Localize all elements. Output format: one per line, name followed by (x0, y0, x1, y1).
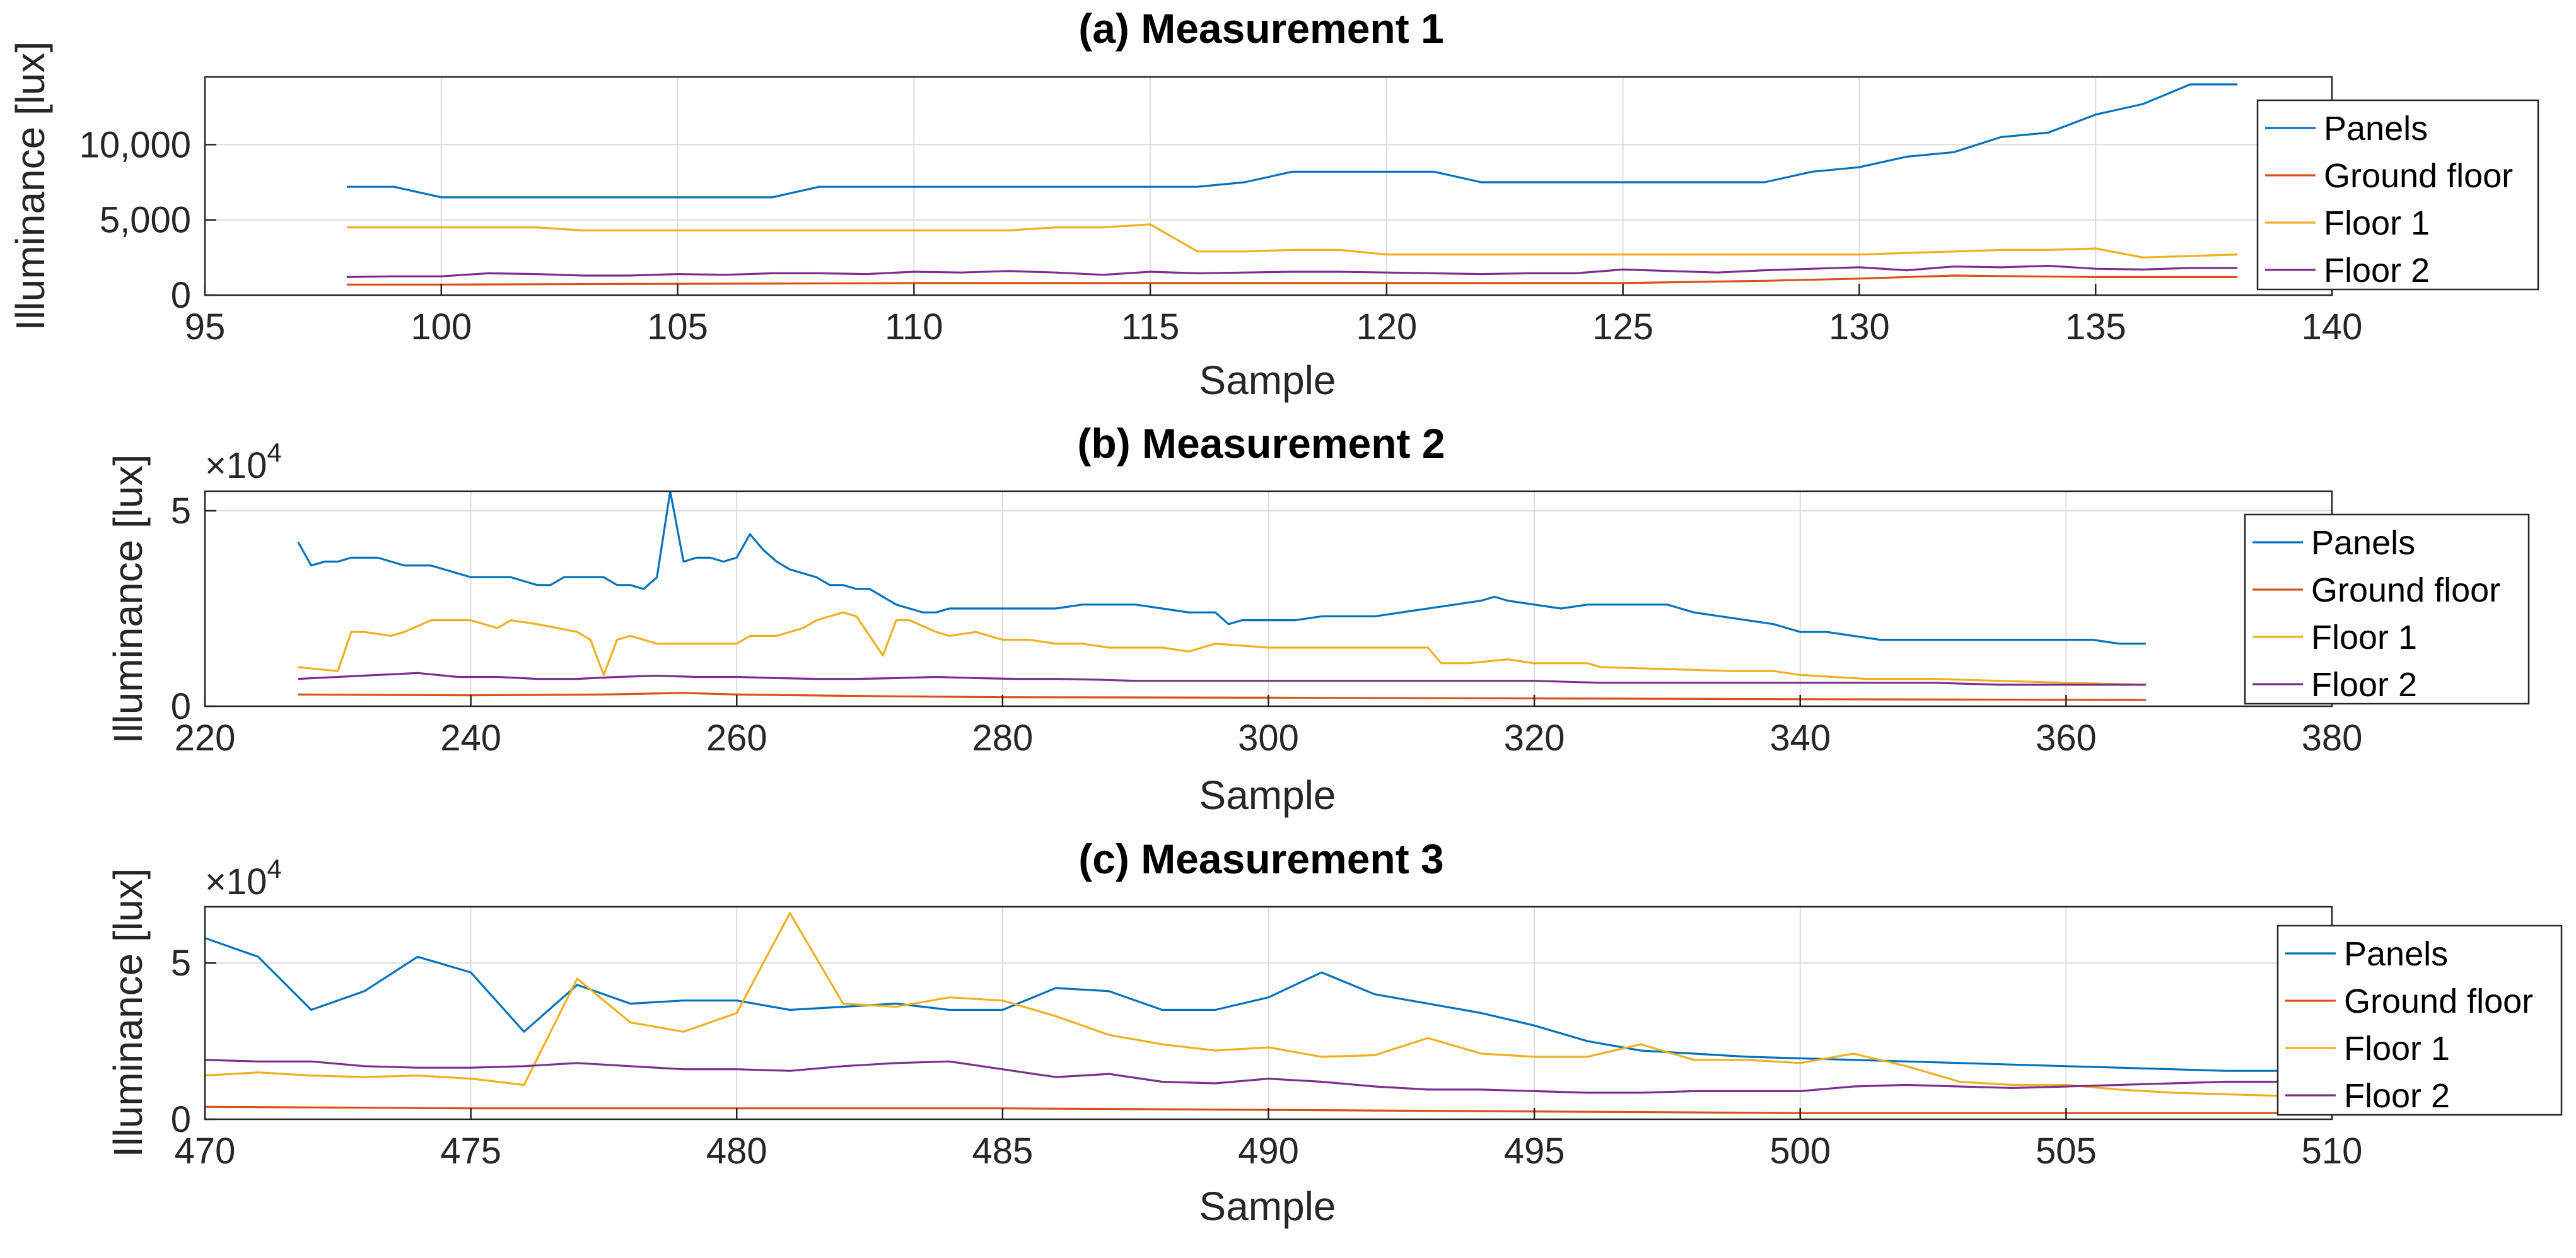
x-tick-label: 485 (972, 1131, 1033, 1172)
series-line-ground-floor (298, 692, 2146, 701)
legend-box (2256, 99, 2539, 291)
plot-frame (204, 76, 2333, 296)
legend-box (2276, 924, 2563, 1116)
chart-panel-3: 470 475 480 485 490 495 500 505 510 0 5 (c) Measure… (105, 836, 2563, 1229)
y-tick-label: 5 (171, 491, 191, 532)
series-line-ground-floor (346, 274, 2238, 286)
series-line-panels (297, 491, 2146, 645)
x-tick-label: 280 (972, 718, 1033, 759)
x-tick-label: 490 (1238, 1131, 1299, 1172)
legend-label: Panels (2311, 524, 2415, 562)
y-tick-label: 5,000 (100, 200, 191, 241)
legend-label: Panels (2324, 110, 2428, 148)
x-tick-label: 105 (647, 306, 708, 347)
x-tick-label: 510 (2302, 1131, 2363, 1172)
x-tick-label: 320 (1504, 718, 1565, 759)
x-tick-label: 220 (175, 718, 236, 759)
y-tick-label: 5 (171, 943, 191, 984)
series-line-panels (205, 937, 2332, 1072)
x-tick-label: 95 (185, 306, 226, 347)
legend: Panels Ground floor Floor 1 Floor 2 (2276, 924, 2563, 1116)
y-axis-multiplier: ×104 (205, 854, 282, 902)
x-tick-label: 110 (885, 306, 943, 347)
x-tick-label: 135 (2065, 306, 2126, 347)
x-tick-label: 125 (1592, 306, 1653, 347)
chart-title: (c) Measurement 3 (1078, 836, 1444, 882)
chart-panel-1: 95 100 105 110 115 120 125 130 135 140 0 5,000 10,00… (8, 5, 2539, 403)
chart-title: (a) Measurement 1 (1078, 5, 1444, 52)
series-group (297, 491, 2146, 701)
chart-title: (b) Measurement 2 (1077, 420, 1445, 467)
legend: Panels Ground floor Floor 1 Floor 2 (2244, 513, 2530, 705)
series-line-panels (346, 83, 2238, 199)
x-tick-label: 475 (440, 1131, 501, 1172)
y-tick-label: 0 (171, 275, 191, 316)
multiplier-base: ×10 (205, 445, 267, 486)
legend-box (2244, 513, 2530, 705)
y-axis-multiplier: ×104 (205, 438, 282, 486)
x-tick-label: 495 (1504, 1131, 1565, 1172)
legend-label: Floor 1 (2324, 204, 2430, 242)
legend: Panels Ground floor Floor 1 Floor 2 (2256, 99, 2539, 291)
legend-label: Ground floor (2311, 571, 2500, 609)
x-tick-label: 340 (1769, 718, 1831, 759)
x-tick-label: 380 (2302, 718, 2363, 759)
x-tick-label: 360 (2036, 718, 2097, 759)
x-tick-label: 130 (1829, 306, 1890, 347)
y-tick-label: 0 (171, 1099, 191, 1140)
x-tick-label: 480 (706, 1131, 767, 1172)
legend-label: Floor 1 (2311, 619, 2417, 656)
x-tick-label: 115 (1121, 306, 1179, 347)
y-axis-label: Illuminance [lux] (105, 455, 151, 744)
multiplier-base: ×10 (205, 861, 267, 902)
multiplier-exponent: 4 (267, 438, 281, 467)
x-tick-label: 240 (440, 718, 501, 759)
multiplier-exponent: 4 (267, 854, 281, 883)
series-line-floor-2 (205, 1059, 2332, 1094)
legend-label: Ground floor (2344, 982, 2533, 1020)
legend-label: Panels (2344, 935, 2448, 973)
x-tick-label: 500 (1769, 1131, 1831, 1172)
y-tick-label: 10,000 (79, 124, 191, 165)
x-tick-label: 505 (2036, 1131, 2097, 1172)
series-line-floor-1 (205, 912, 2332, 1098)
series-group (346, 83, 2238, 286)
legend-label: Ground floor (2324, 157, 2513, 195)
y-axis-label: Illuminance [lux] (8, 42, 53, 331)
y-tick-label: 0 (171, 686, 191, 727)
series-line-floor-2 (298, 672, 2146, 686)
x-tick-label: 140 (2302, 306, 2363, 347)
chart-panel-2: 220 240 260 280 300 320 340 360 380 0 5 (b) Measure… (105, 420, 2530, 818)
x-tick-label: 300 (1238, 718, 1299, 759)
series-line-floor-2 (346, 264, 2238, 278)
x-tick-label: 260 (706, 718, 767, 759)
series-line-floor-1 (346, 223, 2238, 259)
legend-label: Floor 2 (2311, 666, 2417, 704)
legend-label: Floor 2 (2324, 252, 2430, 289)
x-tick-label: 470 (175, 1131, 236, 1172)
y-axis-label: Illuminance [lux] (105, 868, 151, 1158)
legend-label: Floor 1 (2344, 1030, 2450, 1068)
x-tick-label: 120 (1356, 306, 1417, 347)
legend-label: Floor 2 (2344, 1077, 2450, 1115)
x-axis-label: Sample (1199, 772, 1336, 818)
x-axis-label: Sample (1199, 1184, 1336, 1229)
x-axis-label: Sample (1199, 358, 1336, 403)
x-tick-label: 100 (411, 306, 472, 347)
series-line-floor-1 (298, 611, 2146, 686)
